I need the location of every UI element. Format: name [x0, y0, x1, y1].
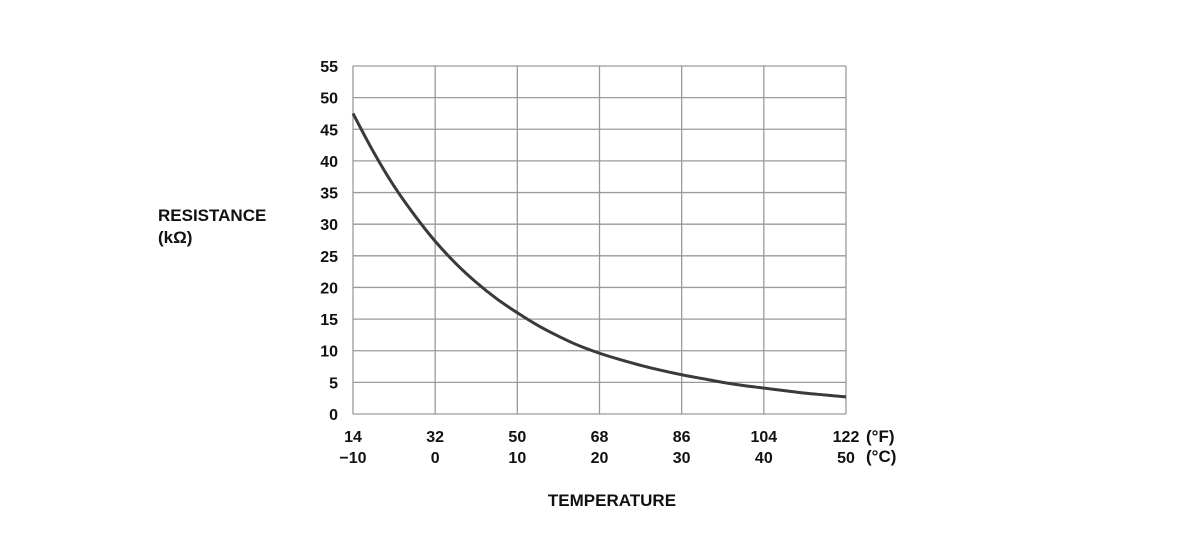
x-tick-label-c: 40: [755, 450, 773, 467]
x-tick-label-f: 50: [508, 429, 526, 446]
y-tick-label: 10: [320, 344, 338, 361]
y-axis-label-line1: RESISTANCE: [158, 206, 266, 225]
x-tick-label-f: 104: [750, 429, 777, 446]
y-tick-label: 15: [320, 312, 338, 329]
y-tick-label: 30: [320, 217, 338, 234]
x-tick-label-c: 0: [431, 450, 440, 467]
x-tick-label-f: 68: [591, 429, 609, 446]
y-tick-label: 5: [329, 375, 338, 392]
x-axis-label: TEMPERATURE: [548, 491, 676, 510]
x-tick-label-f: 122: [833, 429, 860, 446]
x-tick-label-c: 20: [591, 450, 609, 467]
x-tick-label-c: 50: [837, 450, 855, 467]
resistance-curve: [351, 112, 847, 399]
y-tick-label: 25: [320, 249, 338, 266]
y-axis-label-line2: (kΩ): [158, 228, 192, 247]
x-tick-label-c: 30: [673, 450, 691, 467]
y-tick-label: 45: [320, 122, 338, 139]
x-unit-fahrenheit: (°F): [866, 427, 895, 446]
x-tick-label-f: 86: [673, 429, 691, 446]
grid: [352, 65, 847, 415]
x-tick-label-c: −10: [339, 450, 366, 467]
x-unit-celsius: (°C): [866, 447, 896, 466]
y-tick-label: 0: [329, 407, 338, 424]
y-tick-label: 50: [320, 91, 338, 108]
x-tick-label-f: 14: [344, 429, 362, 446]
y-tick-label: 20: [320, 280, 338, 297]
y-tick-label: 55: [320, 59, 338, 76]
y-tick-label: 35: [320, 186, 338, 203]
x-tick-label-f: 32: [426, 429, 444, 446]
y-tick-label: 40: [320, 154, 338, 171]
tick-labels: 0 5 10 15 20 25 30 35 40 45 50 55 14 −10 32 0 50 10 68 20 86…: [320, 59, 859, 467]
x-tick-label-c: 10: [508, 450, 526, 467]
